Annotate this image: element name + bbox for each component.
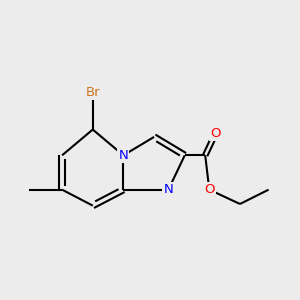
Text: N: N [164, 183, 173, 196]
Text: O: O [210, 127, 221, 140]
Text: Br: Br [85, 86, 100, 99]
Text: N: N [118, 149, 128, 162]
Text: O: O [204, 183, 214, 196]
